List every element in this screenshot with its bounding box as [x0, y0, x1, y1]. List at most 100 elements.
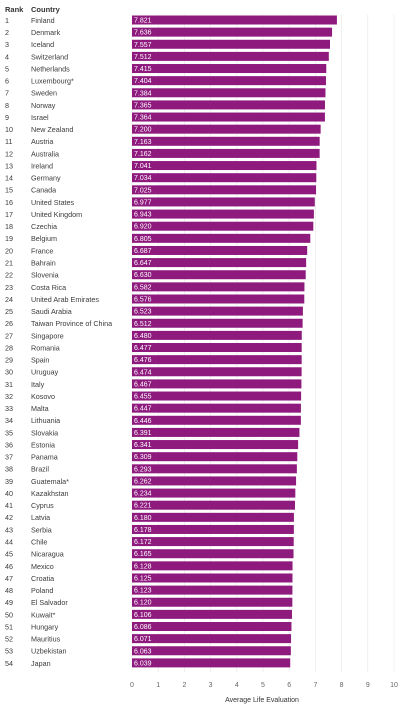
country-label: Taiwan Province of China — [31, 319, 112, 328]
bar — [132, 330, 302, 340]
rank-label: 49 — [5, 598, 13, 607]
bar-row: 7 Sweden 7.384 — [5, 88, 326, 98]
bar — [132, 622, 292, 631]
bar — [132, 88, 326, 98]
bar-row: 24 United Arab Emirates 6.576 — [5, 294, 305, 304]
rank-label: 24 — [5, 295, 13, 304]
bar-row: 4 Switzerland 7.512 — [5, 51, 329, 61]
bar-row: 9 Israel 7.364 — [5, 112, 325, 122]
value-label: 6.341 — [134, 442, 152, 449]
x-tick-label: 6 — [287, 682, 291, 689]
rank-label: 19 — [5, 234, 13, 243]
value-label: 6.630 — [134, 272, 152, 279]
bar-row: 31 Italy 6.467 — [5, 379, 302, 389]
bar — [132, 634, 292, 644]
x-tick-label: 7 — [313, 682, 317, 689]
bar-row: 46 Mexico 6.128 — [5, 561, 293, 571]
country-label: Australia — [31, 149, 59, 158]
bar — [132, 391, 302, 401]
country-label: Luxembourg* — [31, 77, 74, 86]
country-label: Bahrain — [31, 259, 56, 268]
value-label: 6.977 — [134, 199, 152, 206]
bar — [132, 452, 298, 462]
country-label: Romania — [31, 343, 60, 352]
rank-label: 26 — [5, 319, 13, 328]
country-label: Israel — [31, 113, 49, 122]
bar — [132, 379, 302, 389]
rank-label: 5 — [5, 64, 9, 73]
rank-label: 15 — [5, 186, 13, 195]
country-label: Serbia — [31, 525, 52, 534]
rank-label: 41 — [5, 501, 13, 510]
bar — [132, 646, 291, 656]
country-label: Uzbekistan — [31, 647, 67, 656]
value-label: 6.293 — [134, 466, 152, 473]
bar — [132, 306, 303, 316]
bar-row: 27 Singapore 6.480 — [5, 330, 302, 340]
bar-row: 3 Iceland 7.557 — [5, 39, 330, 49]
bar — [132, 136, 320, 146]
bar-row: 15 Canada 7.025 — [5, 185, 317, 195]
bar — [132, 270, 306, 280]
bar-row: 25 Saudi Arabia 6.523 — [5, 306, 303, 316]
country-label: Malta — [31, 404, 49, 413]
bar — [132, 512, 294, 522]
bar — [132, 100, 325, 110]
rank-label: 16 — [5, 198, 13, 207]
bar — [132, 573, 293, 583]
value-label: 6.172 — [134, 539, 152, 546]
bar-row: 38 Brazil 6.293 — [5, 464, 297, 474]
bar-row: 42 Latvia 6.180 — [5, 512, 294, 522]
x-tick-label: 0 — [130, 682, 134, 689]
bar-row: 36 Estonia 6.341 — [5, 440, 299, 450]
x-tick-label: 5 — [261, 682, 265, 689]
bar — [132, 440, 299, 450]
rank-label: 6 — [5, 77, 9, 86]
rank-header: Rank — [5, 5, 24, 14]
value-label: 7.557 — [134, 42, 152, 49]
value-label: 7.384 — [134, 90, 152, 97]
value-label: 6.512 — [134, 321, 152, 328]
bar — [132, 343, 302, 353]
country-label: Costa Rica — [31, 283, 66, 292]
bar — [132, 124, 321, 134]
bar-rows: 1 Finland 7.821 2 Denmark 7.636 3 Iceland 7.557 4… — [5, 15, 337, 668]
bar-row: 29 Spain 6.476 — [5, 355, 302, 365]
bar-row: 40 Kazakhstan 6.234 — [5, 488, 296, 498]
country-label: Brazil — [31, 465, 49, 474]
bar-row: 33 Malta 6.447 — [5, 403, 301, 413]
rank-label: 28 — [5, 343, 13, 352]
country-label: Guatemala* — [31, 477, 69, 486]
bar-row: 1 Finland 7.821 — [5, 15, 337, 25]
value-label: 6.447 — [134, 406, 152, 413]
rank-label: 11 — [5, 137, 12, 146]
bar-row: 32 Kosovo 6.455 — [5, 391, 302, 401]
bar-row: 8 Norway 7.365 — [5, 100, 325, 110]
rank-label: 53 — [5, 647, 13, 656]
country-label: United States — [31, 198, 75, 207]
rank-label: 25 — [5, 307, 13, 316]
rank-label: 54 — [5, 659, 13, 668]
value-label: 6.106 — [134, 612, 152, 619]
value-label: 6.063 — [134, 648, 152, 655]
rank-label: 37 — [5, 453, 13, 462]
bar-row: 11 Austria 7.163 — [5, 136, 320, 146]
country-label: Lithuania — [31, 416, 60, 425]
rank-label: 1 — [5, 16, 9, 25]
value-label: 6.071 — [134, 636, 152, 643]
value-label: 6.477 — [134, 345, 152, 352]
country-label: Iceland — [31, 40, 54, 49]
bar — [132, 427, 300, 437]
rank-label: 27 — [5, 331, 13, 340]
bar — [132, 476, 297, 486]
bar-row: 39 Guatemala* 6.262 — [5, 476, 297, 486]
country-label: Sweden — [31, 89, 57, 98]
rank-label: 9 — [5, 113, 9, 122]
rank-label: 22 — [5, 271, 13, 280]
bar-row: 22 Slovenia 6.630 — [5, 270, 306, 280]
bar-row: 6 Luxembourg* 7.404 — [5, 76, 326, 86]
bar-row: 12 Australia 7.162 — [5, 148, 320, 158]
x-tick-label: 1 — [156, 682, 160, 689]
value-label: 6.576 — [134, 296, 152, 303]
bar-row: 18 Czechia 6.920 — [5, 221, 314, 231]
